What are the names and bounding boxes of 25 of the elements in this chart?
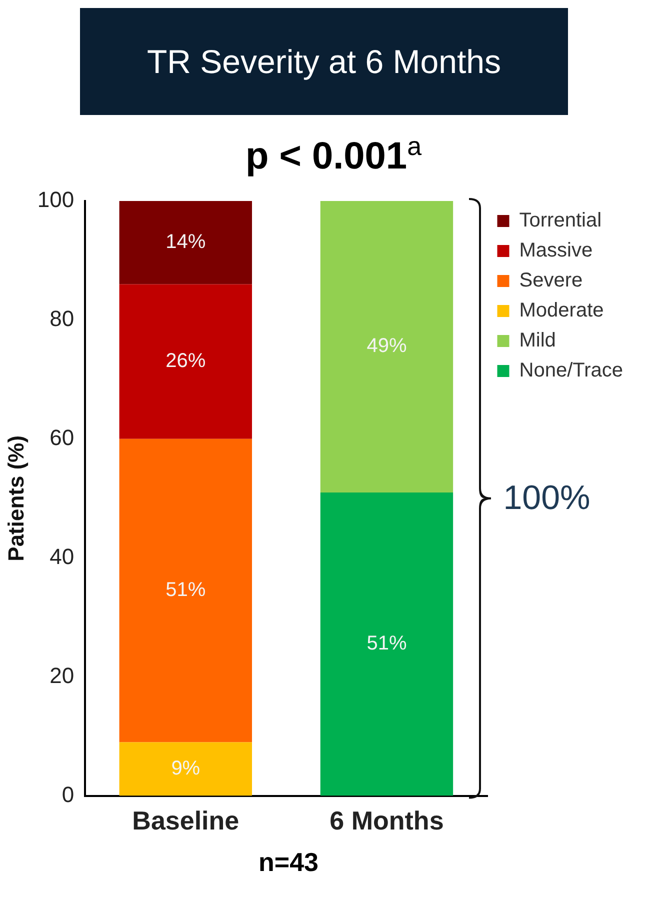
x-tick-label: Baseline [132,806,240,836]
y-tick-label: 20 [50,662,74,688]
data-label: 9% [171,758,200,780]
legend-label: None/Trace [519,360,623,382]
legend-label: Severe [519,270,583,292]
legend-label: Mild [519,330,556,352]
data-label: 26% [166,350,206,372]
y-axis-title: Patients (%) [3,435,28,562]
legend-label: Torrential [519,210,602,232]
chart-subtitle: p < 0.001$^{a}$ [244,131,423,180]
y-tick-label: 80 [50,306,74,332]
data-label: 51% [366,632,407,655]
legend-label: Moderate [519,300,604,322]
y-tick-label: 60 [50,424,74,450]
y-tick-label: 40 [50,544,74,569]
data-label: 51% [166,579,206,602]
text: 100% [503,478,590,518]
text: n=43 [258,847,320,878]
y-tick-label: 0 [62,782,74,807]
y-tick-label: 100 [37,187,74,212]
legend-label: Massive [519,240,593,262]
x-tick-label: 6 Months [330,806,444,836]
chart-title: TR Severity at 6 Months [80,8,568,115]
data-label: 49% [366,335,407,358]
data-label: 14% [166,231,206,254]
